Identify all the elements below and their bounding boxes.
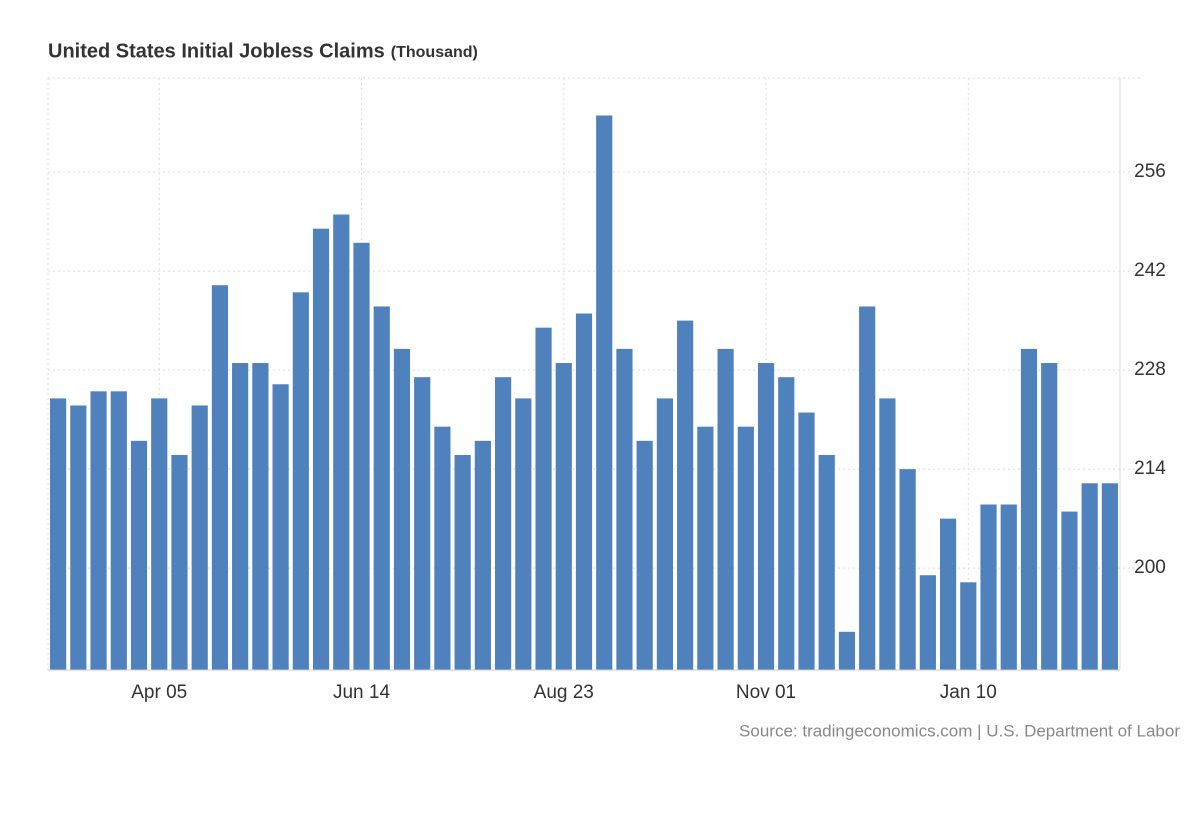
bar bbox=[434, 426, 451, 670]
bar bbox=[960, 582, 977, 670]
x-tick-label: Apr 05 bbox=[131, 682, 187, 703]
bar bbox=[454, 454, 471, 670]
bar bbox=[677, 320, 694, 670]
bar bbox=[899, 469, 916, 670]
y-tick-label: 256 bbox=[1134, 161, 1166, 182]
bar bbox=[1041, 363, 1058, 670]
bar bbox=[292, 292, 309, 670]
x-tick-label: Jun 14 bbox=[333, 682, 390, 703]
bar bbox=[333, 214, 350, 670]
x-tick-label: Nov 01 bbox=[736, 682, 796, 703]
bar bbox=[919, 575, 936, 670]
bar bbox=[252, 363, 269, 670]
bar bbox=[353, 242, 370, 670]
bar bbox=[818, 454, 835, 670]
bar bbox=[939, 518, 957, 670]
chart-unit: (Thousand) bbox=[391, 44, 478, 61]
bar bbox=[697, 426, 714, 670]
bar bbox=[717, 348, 734, 670]
bar bbox=[373, 306, 390, 670]
bar bbox=[555, 363, 572, 670]
bar bbox=[596, 115, 613, 670]
bar bbox=[414, 377, 431, 670]
bar bbox=[110, 391, 127, 670]
bar bbox=[70, 405, 87, 670]
bar bbox=[980, 504, 997, 670]
bar bbox=[312, 228, 330, 670]
bar bbox=[879, 398, 896, 670]
bar bbox=[211, 285, 229, 670]
x-tick-label: Aug 23 bbox=[534, 682, 594, 703]
bar bbox=[1101, 483, 1118, 670]
bar bbox=[495, 377, 512, 670]
bar bbox=[535, 327, 552, 670]
y-tick-label: 228 bbox=[1134, 359, 1166, 380]
bar bbox=[616, 348, 633, 670]
bar bbox=[232, 363, 249, 670]
bar bbox=[636, 440, 653, 670]
bar bbox=[272, 384, 289, 670]
y-tick-label: 200 bbox=[1134, 557, 1166, 578]
bar bbox=[838, 631, 856, 670]
x-tick-label: Jan 10 bbox=[940, 682, 997, 703]
bar bbox=[778, 377, 795, 670]
bar bbox=[1061, 511, 1078, 670]
bar bbox=[393, 348, 411, 670]
bar bbox=[50, 398, 67, 670]
y-tick-label: 242 bbox=[1134, 260, 1166, 281]
bar bbox=[191, 405, 208, 670]
bar bbox=[757, 363, 775, 670]
source: Source: tradingeconomics.com | U.S. Depa… bbox=[739, 721, 1180, 740]
bar bbox=[656, 398, 673, 670]
bar bbox=[515, 398, 532, 670]
bar bbox=[1000, 504, 1017, 670]
bar bbox=[171, 454, 188, 670]
bar bbox=[798, 412, 815, 670]
bar bbox=[90, 391, 107, 670]
chart-title: United States Initial Jobless Claims bbox=[48, 40, 385, 62]
bar bbox=[737, 426, 754, 670]
bar bbox=[130, 440, 148, 670]
bar bbox=[859, 306, 876, 670]
bar bbox=[151, 398, 168, 670]
bar bbox=[575, 313, 593, 670]
bar bbox=[474, 440, 491, 670]
y-tick-label: 214 bbox=[1134, 458, 1166, 479]
bar bbox=[1081, 483, 1098, 670]
bar bbox=[1020, 348, 1038, 670]
